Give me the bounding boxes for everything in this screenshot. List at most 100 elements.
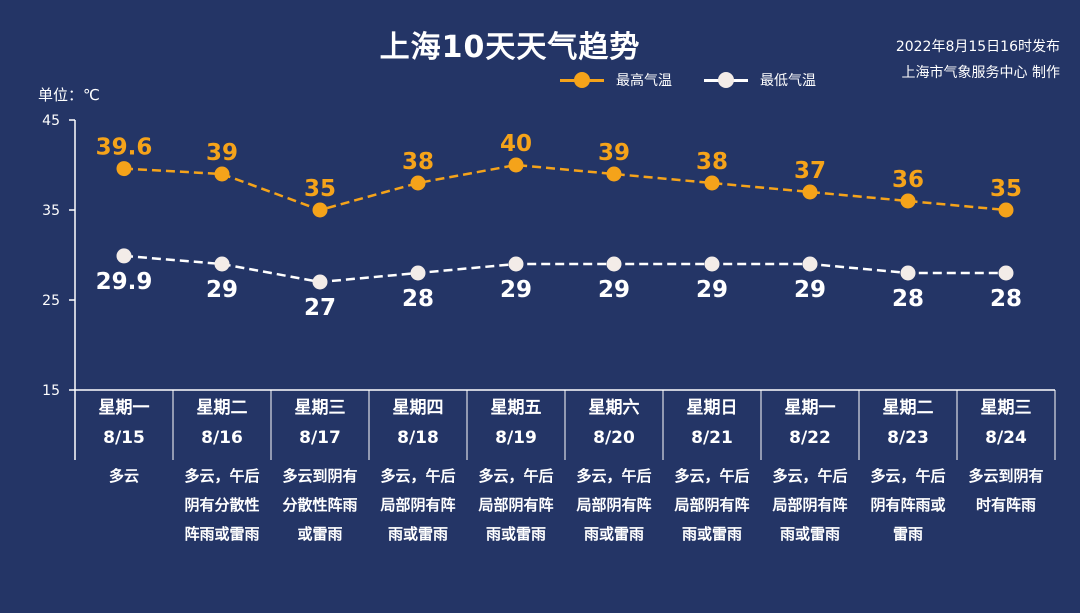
y-tick-label: 25 bbox=[42, 293, 60, 309]
data-point-high bbox=[312, 202, 328, 218]
legend: 最高气温 最低气温 bbox=[560, 70, 816, 90]
data-label-high: 37 bbox=[794, 158, 826, 184]
day-header: 星期三 8/24 bbox=[957, 393, 1055, 453]
weather-description-line: 多云，午后 bbox=[674, 467, 750, 485]
weather-description: 多云，午后 局部阴有阵 雨或雷雨 bbox=[663, 462, 761, 549]
y-tick-label: 35 bbox=[42, 203, 60, 219]
weather-description-line: 雨或雷雨 bbox=[387, 525, 448, 543]
weather-description: 多云，午后 局部阴有阵 雨或雷雨 bbox=[761, 462, 859, 549]
data-point-high bbox=[704, 175, 720, 191]
series-line-high bbox=[123, 163, 1007, 212]
y-tick-label: 45 bbox=[42, 113, 60, 129]
data-label-low: 29 bbox=[206, 277, 238, 303]
day-header: 星期一 8/22 bbox=[761, 393, 859, 453]
data-label-high: 35 bbox=[990, 176, 1022, 202]
weekday-label: 星期一 bbox=[784, 398, 836, 418]
date-label: 8/15 bbox=[103, 428, 145, 448]
weather-description: 多云到阴有 时有阵雨 bbox=[957, 462, 1055, 520]
weather-description-line: 多云，午后 bbox=[184, 467, 260, 485]
series-line-low bbox=[123, 254, 1006, 284]
weather-description-line: 多云到阴有 bbox=[282, 467, 358, 485]
y-axis-unit-label: 单位：℃ bbox=[38, 86, 100, 104]
data-point-high bbox=[410, 175, 426, 191]
weather-description-line: 阵雨或雷雨 bbox=[184, 525, 260, 543]
data-point-high bbox=[900, 193, 916, 209]
weather-description: 多云，午后 局部阴有阵 雨或雷雨 bbox=[565, 462, 663, 549]
weather-description: 多云到阴有分散性阵雨或雷雨 bbox=[271, 462, 369, 549]
weekday-label: 星期日 bbox=[686, 398, 738, 418]
weekday-label: 星期六 bbox=[588, 398, 640, 418]
data-label-low: 29.9 bbox=[96, 269, 153, 295]
day-header: 星期二 8/16 bbox=[173, 393, 271, 453]
weather-description-line: 雨或雷雨 bbox=[583, 525, 644, 543]
weather-description-line: 阴有阵雨或 bbox=[870, 496, 946, 514]
data-label-low: 29 bbox=[696, 277, 728, 303]
data-point-high bbox=[998, 202, 1014, 218]
data-label-high: 38 bbox=[402, 149, 434, 175]
weather-description-line: 多云到阴有 bbox=[968, 467, 1044, 485]
issuer: 上海市气象服务中心 制作 bbox=[901, 65, 1060, 81]
weather-description: 多云，午后 局部阴有阵 雨或雷雨 bbox=[467, 462, 565, 549]
data-point-low bbox=[998, 265, 1014, 281]
data-label-high: 39 bbox=[206, 140, 238, 166]
data-point-low bbox=[116, 248, 132, 264]
weather-description-line: 多云，午后 bbox=[576, 467, 652, 485]
weather-description-line: 多云 bbox=[108, 467, 139, 485]
weather-description-line: 雨或雷雨 bbox=[681, 525, 742, 543]
y-tick-label: 15 bbox=[42, 383, 60, 399]
weather-description-line: 或雷雨 bbox=[297, 525, 343, 543]
data-point-high bbox=[606, 166, 622, 182]
date-label: 8/19 bbox=[495, 428, 537, 448]
data-point-low bbox=[410, 265, 426, 281]
data-point-high bbox=[214, 166, 230, 182]
issue-info: 2022年8月15日16时发布 上海市气象服务中心 制作 bbox=[896, 34, 1060, 86]
weekday-label: 星期三 bbox=[294, 398, 346, 418]
weather-description-line: 分散性阵雨 bbox=[282, 496, 358, 514]
weekday-label: 星期二 bbox=[196, 398, 248, 418]
date-label: 8/23 bbox=[887, 428, 929, 448]
data-point-high bbox=[508, 157, 524, 173]
date-label: 8/16 bbox=[201, 428, 243, 448]
day-header: 星期一 8/15 bbox=[75, 393, 173, 453]
weekday-label: 星期四 bbox=[392, 398, 444, 418]
date-label: 8/21 bbox=[691, 428, 733, 448]
legend-swatch-high bbox=[560, 72, 604, 88]
weather-description-line: 多云，午后 bbox=[380, 467, 456, 485]
weather-description-line: 时有阵雨 bbox=[975, 496, 1036, 514]
data-point-low bbox=[704, 256, 720, 272]
weekday-label: 星期三 bbox=[980, 398, 1032, 418]
chart-title: 上海10天天气趋势 bbox=[379, 30, 641, 65]
data-label-low: 29 bbox=[500, 277, 532, 303]
weekday-label: 星期二 bbox=[882, 398, 934, 418]
data-point-high bbox=[116, 161, 132, 177]
legend-swatch-low bbox=[704, 72, 748, 88]
data-point-low bbox=[214, 256, 230, 272]
data-label-low: 29 bbox=[794, 277, 826, 303]
weather-description: 多云，午后 阴有阵雨或 雷雨 bbox=[859, 462, 957, 549]
data-label-high: 38 bbox=[696, 149, 728, 175]
weekday-label: 星期一 bbox=[98, 398, 150, 418]
weather-description-line: 阴有分散性 bbox=[184, 496, 260, 514]
weather-description-line: 局部阴有阵 bbox=[478, 496, 554, 514]
weather-description: 多云，午后阴有分散性阵雨或雷雨 bbox=[173, 462, 271, 549]
data-label-high: 36 bbox=[892, 167, 924, 193]
data-point-low bbox=[900, 265, 916, 281]
day-header: 星期日 8/21 bbox=[663, 393, 761, 453]
day-header: 星期三 8/17 bbox=[271, 393, 369, 453]
data-label-low: 27 bbox=[304, 295, 336, 321]
legend-label-high: 最高气温 bbox=[616, 73, 672, 89]
data-point-low bbox=[312, 274, 328, 290]
data-label-low: 28 bbox=[990, 286, 1022, 312]
data-label-low: 28 bbox=[402, 286, 434, 312]
data-point-low bbox=[802, 256, 818, 272]
weather-description-line: 雨或雷雨 bbox=[779, 525, 840, 543]
weather-description-line: 多云，午后 bbox=[870, 467, 946, 485]
weather-description-line: 多云，午后 bbox=[772, 467, 848, 485]
data-point-low bbox=[508, 256, 524, 272]
issue-time: 2022年8月15日16时发布 bbox=[895, 39, 1060, 55]
date-label: 8/20 bbox=[593, 428, 635, 448]
date-label: 8/24 bbox=[985, 428, 1027, 448]
weather-description-line: 雨或雷雨 bbox=[485, 525, 546, 543]
legend-item-high: 最高气温 bbox=[560, 70, 672, 90]
